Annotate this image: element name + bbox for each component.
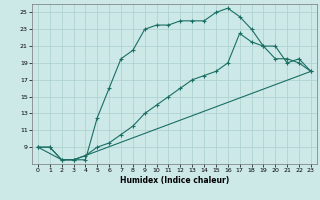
X-axis label: Humidex (Indice chaleur): Humidex (Indice chaleur) [120,176,229,185]
